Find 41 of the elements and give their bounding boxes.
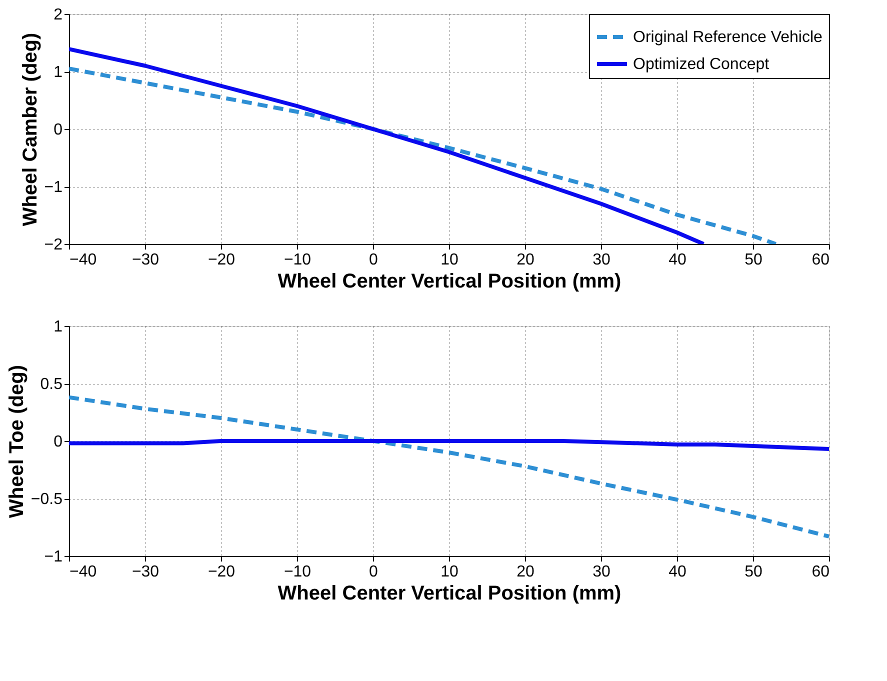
x-tick-label: 40 (668, 252, 686, 268)
x-tick-label: −10 (284, 252, 312, 268)
line-series (69, 439, 829, 452)
y-tick-label: −1 (44, 179, 63, 196)
line-series (69, 395, 829, 538)
x-tick-label: 60 (812, 564, 830, 580)
x-axis-title: Wheel Center Vertical Position (mm) (278, 270, 622, 292)
y-tick-label: −2 (44, 236, 63, 254)
y-tick-label: 0 (54, 122, 63, 138)
y-tick-label: 1 (54, 318, 63, 336)
y-tick-label: 2 (54, 6, 63, 24)
x-tick-label: −40 (70, 564, 97, 580)
x-tick-label: 10 (440, 252, 458, 268)
x-tick-label: −20 (208, 252, 236, 268)
x-axis-title: Wheel Center Vertical Position (mm) (278, 582, 622, 604)
x-tick-label: 0 (369, 564, 378, 580)
x-tick-label: −20 (208, 564, 236, 580)
y-tick-label: −1 (44, 548, 63, 566)
y-tick-label: 0.5 (40, 376, 63, 393)
legend-label: Original Reference Vehicle (633, 29, 823, 46)
x-tick-label: 40 (668, 564, 686, 580)
x-tick-label: −40 (70, 252, 97, 268)
line-series (69, 47, 706, 244)
x-tick-label: −30 (132, 252, 160, 268)
y-axis-title: Wheel Camber (deg) (19, 32, 42, 226)
x-tick-label: 10 (440, 564, 458, 580)
y-tick-label: 1 (54, 64, 63, 81)
x-tick-label: 30 (592, 252, 610, 268)
x-tick-label: 20 (516, 564, 534, 580)
x-tick-label: 50 (744, 564, 762, 580)
x-tick-label: −30 (132, 564, 160, 580)
legend-label: Optimized Concept (633, 56, 770, 73)
x-tick-label: 20 (516, 252, 534, 268)
y-tick-label: −0.5 (30, 491, 63, 508)
x-tick-label: −10 (284, 564, 312, 580)
x-tick-label: 60 (812, 252, 830, 268)
x-tick-label: 0 (369, 252, 378, 268)
y-tick-label: 0 (54, 434, 63, 450)
x-tick-label: 30 (592, 564, 610, 580)
y-axis-title: Wheel Toe (deg) (6, 365, 28, 518)
x-tick-label: 50 (744, 252, 762, 268)
